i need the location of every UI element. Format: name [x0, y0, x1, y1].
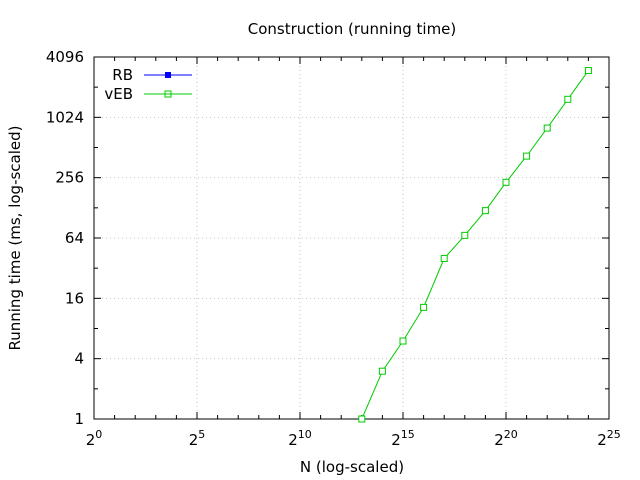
y-axis-label: Running time (ms, log-scaled): [6, 125, 24, 350]
data-point-veb: [440, 254, 448, 262]
chart-title: Construction (running time): [248, 20, 457, 38]
data-point-veb: [358, 415, 366, 423]
legend-label-rb: RB: [112, 66, 133, 84]
grid: [94, 57, 609, 419]
ticks: [93, 56, 610, 420]
legend: RB vEB: [104, 66, 192, 103]
data-point-veb: [420, 303, 428, 311]
data-point-veb: [481, 207, 489, 215]
data-point-veb: [399, 337, 407, 345]
legend-marker-veb: [164, 90, 172, 98]
y-tick-label: 256: [55, 169, 84, 187]
legend-marker-rb: [165, 72, 171, 78]
series-line-veb: [361, 70, 589, 420]
x-axis-label: N (log-scaled): [300, 458, 404, 476]
x-tick-label: 220: [494, 428, 518, 449]
data-point-veb: [523, 152, 531, 160]
data-point-veb: [564, 95, 572, 103]
data-point-veb: [584, 67, 592, 75]
y-tick-label: 4096: [46, 48, 84, 66]
data-point-veb: [543, 124, 551, 132]
data-point-veb: [502, 178, 510, 186]
y-tick-label: 64: [65, 229, 84, 247]
data-point-veb: [461, 231, 469, 239]
x-tick-label: 215: [391, 428, 415, 449]
legend-label-veb: vEB: [104, 85, 133, 103]
plot-frame: [93, 56, 610, 420]
x-tick-label: 210: [288, 428, 312, 449]
y-tick-label: 1024: [46, 108, 84, 126]
y-tick-label: 1: [74, 410, 84, 428]
x-tick-labels: 20 25 210 215 220 225: [86, 428, 621, 449]
data-point-veb: [378, 367, 386, 375]
x-tick-label: 20: [86, 428, 103, 449]
y-tick-label: 16: [65, 289, 84, 307]
y-tick-labels: 1 4 16 64 256 1024 4096: [46, 48, 84, 428]
y-tick-label: 4: [74, 350, 84, 368]
x-tick-label: 225: [597, 428, 621, 449]
x-tick-label: 25: [189, 428, 206, 449]
series-layer: [358, 67, 592, 423]
